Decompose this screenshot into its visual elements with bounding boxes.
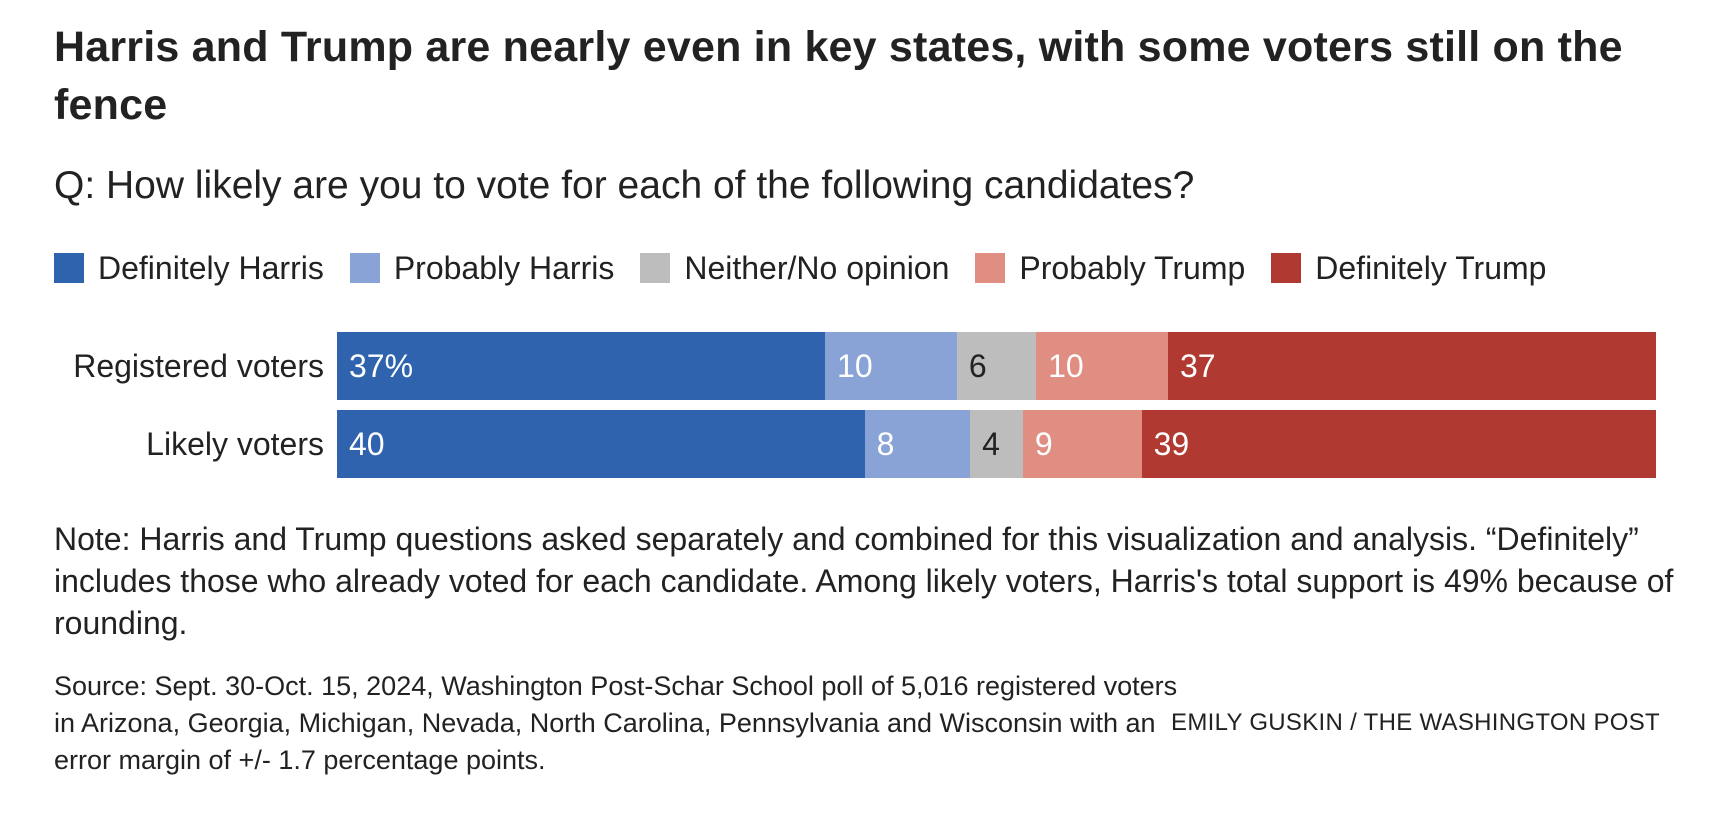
legend-item-probably-harris: Probably Harris bbox=[349, 249, 615, 287]
bar-value-label: 37 bbox=[1179, 348, 1216, 384]
legend-swatch-neither bbox=[640, 253, 671, 283]
legend: Definitely Harris Probably Harris Neithe… bbox=[54, 248, 1572, 288]
bar-segment-probably-trump: 9 bbox=[1022, 410, 1143, 478]
bar-likely-voters: 40 8 4 9 39 bbox=[337, 410, 1657, 478]
bar-segment-neither: 4 bbox=[970, 410, 1024, 478]
bar-value-label: 10 bbox=[837, 348, 873, 384]
legend-swatch-probably-harris bbox=[349, 253, 380, 283]
legend-label-probably-trump: Probably Trump bbox=[1019, 249, 1246, 286]
legend-item-definitely-harris: Definitely Harris bbox=[54, 250, 324, 287]
chart-source: Source: Sept. 30-Oct. 15, 2024, Washingt… bbox=[54, 671, 1178, 775]
legend-item-neither: Neither/No opinion bbox=[640, 250, 949, 287]
bar-registered-voters: 37% 10 6 10 37 bbox=[337, 332, 1657, 400]
bar-segment-definitely-trump: 39 bbox=[1141, 410, 1657, 478]
stacked-bar-chart: Registered voters 37% 10 6 10 37 Likely vote… bbox=[0, 328, 1736, 488]
bar-segment-definitely-harris: 40 bbox=[337, 410, 866, 478]
bar-value-label: 6 bbox=[968, 348, 987, 384]
legend-item-definitely-trump: Definitely Trump bbox=[1271, 250, 1546, 287]
legend-swatch-definitely-harris bbox=[54, 253, 84, 283]
chart-subtitle: Q: How likely are you to vote for each o… bbox=[54, 164, 1195, 207]
bar-segment-probably-harris: 10 bbox=[825, 332, 958, 400]
chart-note: Note: Harris and Trump questions asked s… bbox=[54, 521, 1674, 641]
bar-segment-definitely-harris: 37% bbox=[337, 332, 826, 400]
row-label-likely-voters: Likely voters bbox=[146, 426, 324, 462]
bar-value-label: 40 bbox=[349, 426, 385, 462]
bar-segment-definitely-trump: 37 bbox=[1167, 332, 1657, 400]
legend-swatch-probably-trump bbox=[975, 253, 1006, 283]
legend-item-probably-trump: Probably Trump bbox=[975, 250, 1245, 287]
legend-label-definitely-harris: Definitely Harris bbox=[98, 249, 324, 286]
bar-value-label: 10 bbox=[1048, 348, 1084, 384]
chart-title: Harris and Trump are nearly even in key … bbox=[54, 23, 1623, 129]
bar-segment-probably-harris: 8 bbox=[864, 410, 971, 478]
bar-value-label: 39 bbox=[1153, 426, 1190, 462]
legend-label-probably-harris: Probably Harris bbox=[393, 249, 615, 286]
bar-value-label: 4 bbox=[982, 426, 1000, 462]
bar-value-label: 8 bbox=[876, 426, 895, 462]
bar-segment-neither: 6 bbox=[956, 332, 1037, 400]
row-label-registered-voters: Registered voters bbox=[73, 348, 324, 384]
legend-swatch-definitely-trump bbox=[1271, 253, 1302, 283]
chart-credit: EMILY GUSKIN / THE WASHINGTON POST bbox=[1171, 709, 1660, 736]
bar-value-label: 9 bbox=[1034, 426, 1053, 462]
legend-label-definitely-trump: Definitely Trump bbox=[1315, 249, 1547, 286]
legend-label-neither: Neither/No opinion bbox=[684, 249, 950, 286]
bar-segment-probably-trump: 10 bbox=[1036, 332, 1169, 400]
bar-value-label: 37% bbox=[349, 348, 414, 384]
